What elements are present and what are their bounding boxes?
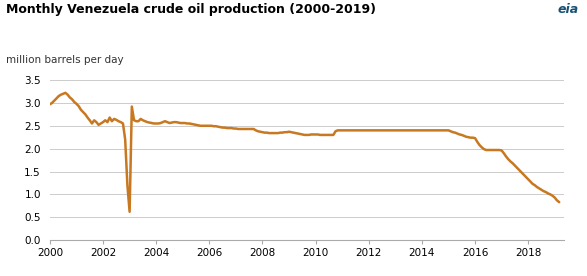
Text: million barrels per day: million barrels per day: [6, 55, 123, 65]
Text: Monthly Venezuela crude oil production (2000-2019): Monthly Venezuela crude oil production (…: [6, 3, 376, 16]
Text: eia: eia: [557, 3, 578, 16]
